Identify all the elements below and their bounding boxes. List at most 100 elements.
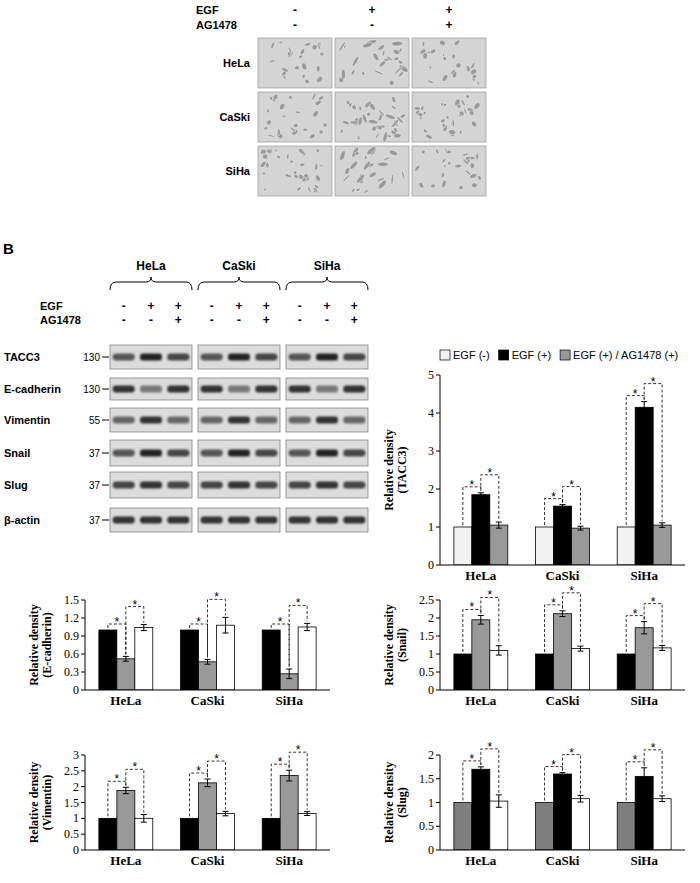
micrograph-field [258, 92, 332, 142]
bracket-line [208, 599, 226, 657]
error-bar [641, 622, 647, 634]
category-label: CaSki [546, 853, 580, 868]
error-bar [205, 659, 211, 664]
protein-label: E-cadherin [4, 383, 61, 395]
micrograph [258, 146, 332, 196]
cell [452, 71, 458, 79]
cell [351, 187, 356, 193]
significance-mark: * [633, 753, 638, 767]
bar [571, 799, 589, 850]
y-axis [85, 600, 86, 690]
bar-chart: 00.30.60.91.21.5HeLaCaSkiSiHaRelative de… [27, 590, 330, 708]
cell [364, 155, 367, 160]
error-cap [560, 610, 566, 611]
error-stem [644, 402, 645, 413]
blot-strip [198, 408, 280, 432]
bracket-line [271, 764, 289, 816]
mw-marker: 37 [89, 480, 101, 491]
mw-tick [102, 453, 109, 454]
y-tick [436, 600, 440, 601]
error-cap [577, 651, 583, 652]
cell [386, 55, 393, 62]
cell [472, 74, 478, 80]
figure: EGF-++AG1478--+HeLaCaSkiSiHaBHeLaCaSkiSi… [0, 0, 700, 883]
cell [260, 148, 268, 155]
cell [295, 111, 301, 114]
cell [441, 180, 447, 189]
blot-band [201, 450, 223, 457]
treatment-sign: + [147, 299, 154, 313]
brace [110, 277, 192, 290]
mw-tick [102, 420, 109, 421]
error-stem [225, 811, 226, 815]
bar [536, 803, 554, 851]
significance-bracket: * [463, 600, 481, 652]
error-cap [659, 795, 665, 796]
bar [571, 528, 589, 565]
cell [294, 65, 300, 70]
error-cap [577, 802, 583, 803]
blot-strip [286, 440, 368, 466]
y-tick-label: 1 [428, 647, 434, 661]
category-label: HeLa [110, 853, 142, 868]
cell [322, 122, 328, 128]
bar [216, 814, 234, 850]
bar [181, 630, 199, 690]
bracket-line [463, 761, 481, 801]
micrograph-field [412, 38, 486, 88]
error-stem [580, 526, 581, 530]
error-stem [125, 656, 126, 661]
y-tick [81, 786, 85, 787]
blot-band [140, 386, 162, 393]
significance-mark: * [487, 588, 492, 602]
cell [349, 160, 360, 171]
cell-line-header: CaSki [222, 259, 255, 273]
y-tick [436, 672, 440, 673]
y-axis-title-line: Relative density [382, 429, 396, 511]
cell [470, 163, 475, 169]
cell [315, 174, 322, 182]
treatment-sign: - [370, 18, 374, 32]
significance-mark: * [551, 490, 556, 504]
legend-swatch [440, 350, 450, 360]
treatment-sign: - [122, 299, 126, 313]
significance-mark: * [569, 584, 574, 598]
cell [286, 51, 291, 57]
error-cap [304, 630, 310, 631]
blot-strip [110, 408, 192, 432]
cell [452, 54, 456, 59]
cell [316, 66, 320, 72]
blot-strip [110, 345, 192, 369]
cell [355, 173, 366, 184]
treatment-sign: + [263, 313, 270, 327]
bracket-line [545, 767, 563, 801]
micrograph [258, 92, 332, 142]
y-tick-label: 0.5 [64, 827, 79, 841]
error-cap [641, 767, 647, 768]
cell [393, 66, 403, 75]
cell [378, 109, 385, 117]
mw-tick [102, 485, 109, 486]
cell [298, 173, 305, 180]
cell [413, 164, 420, 172]
error-cap [478, 624, 484, 625]
cell [475, 153, 478, 160]
y-tick [81, 755, 85, 756]
cell [462, 152, 470, 156]
blot-band [140, 354, 162, 361]
error-cap [496, 522, 502, 523]
error-stem [480, 615, 481, 624]
y-tick [81, 802, 85, 803]
y-axis-title-line: Relative density [27, 762, 41, 844]
significance-mark: * [214, 752, 219, 766]
cell [372, 52, 380, 62]
category-label: SiHa [275, 853, 303, 868]
error-cap [222, 811, 228, 812]
bracket-line [481, 749, 499, 793]
treatment-sign: + [323, 299, 330, 313]
y-tick-label: 0.5 [419, 819, 434, 833]
cell [289, 159, 294, 164]
y-tick-label: 0 [73, 683, 79, 697]
significance-bracket: * [545, 596, 563, 652]
mw-marker: 130 [83, 384, 100, 395]
